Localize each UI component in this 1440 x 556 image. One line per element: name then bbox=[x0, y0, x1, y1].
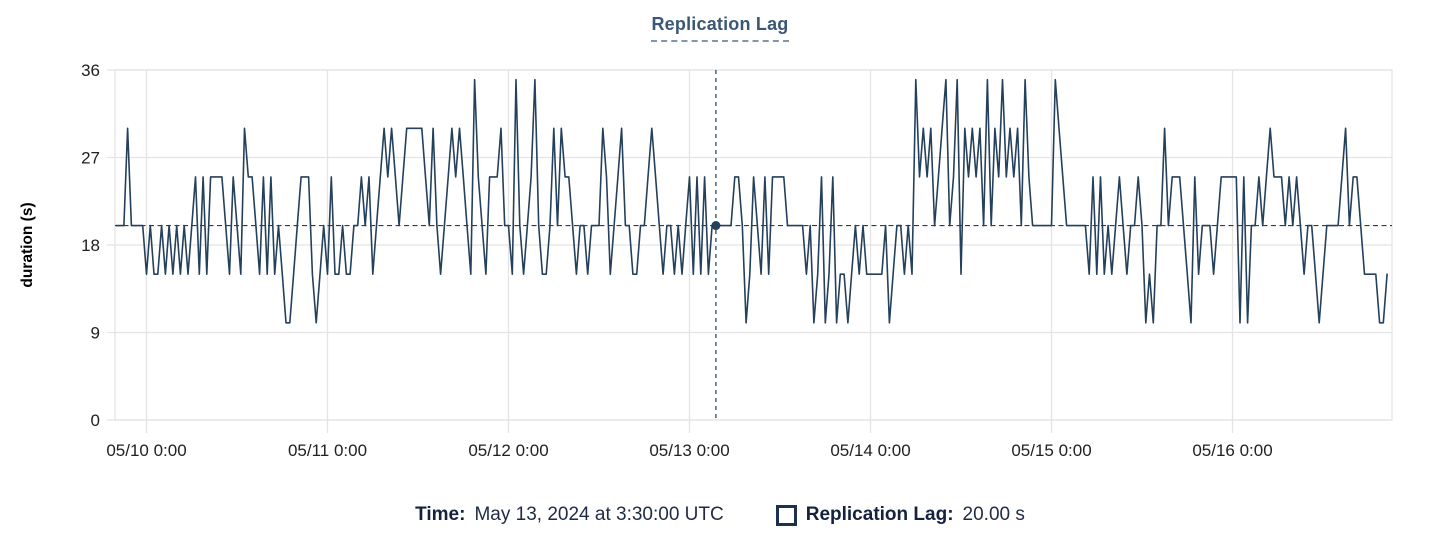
y-tick-label: 0 bbox=[91, 411, 100, 430]
crosshair-point bbox=[711, 221, 721, 231]
x-tick-label: 05/10 0:00 bbox=[106, 441, 186, 460]
y-tick-label: 9 bbox=[91, 324, 100, 343]
x-tick-label: 05/13 0:00 bbox=[649, 441, 729, 460]
x-tick-label: 05/11 0:00 bbox=[288, 441, 367, 460]
x-tick-label: 05/14 0:00 bbox=[830, 441, 910, 460]
y-tick-label: 18 bbox=[81, 236, 100, 255]
replication-lag-line bbox=[115, 78, 1388, 324]
chart-header: Replication Lag bbox=[0, 14, 1440, 42]
time-label: Time: bbox=[415, 504, 466, 525]
chart-title-link[interactable]: Replication Lag bbox=[651, 14, 789, 42]
crosshair-readout: Time: May 13, 2024 at 3:30:00 UTC Replic… bbox=[0, 504, 1440, 526]
y-axis-title: duration (s) bbox=[19, 202, 36, 287]
y-tick-label: 27 bbox=[81, 149, 100, 168]
x-tick-label: 05/12 0:00 bbox=[468, 441, 548, 460]
series-swatch-icon[interactable] bbox=[775, 504, 797, 526]
time-value: May 13, 2024 at 3:30:00 UTC bbox=[474, 504, 724, 525]
plot-border bbox=[114, 69, 1393, 421]
x-tick-label: 05/16 0:00 bbox=[1192, 441, 1272, 460]
series-label[interactable]: Replication Lag: bbox=[805, 504, 954, 525]
series-value: 20.00 s bbox=[962, 504, 1025, 525]
y-tick-label: 36 bbox=[81, 61, 100, 80]
x-tick-label: 05/15 0:00 bbox=[1011, 441, 1091, 460]
